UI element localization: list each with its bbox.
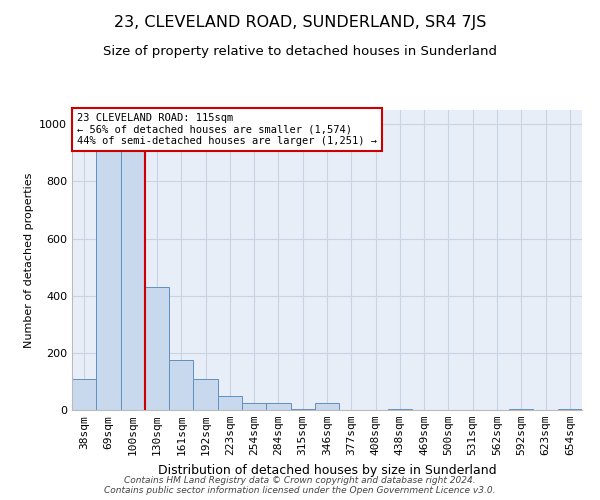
Bar	[242, 403, 266, 410]
Bar	[290, 408, 315, 410]
Bar	[121, 136, 145, 410]
Text: Contains HM Land Registry data © Crown copyright and database right 2024.
Contai: Contains HM Land Registry data © Crown c…	[104, 476, 496, 495]
Bar	[388, 408, 412, 410]
Bar	[145, 287, 169, 410]
Bar	[169, 360, 193, 410]
Bar	[96, 136, 121, 410]
Bar	[509, 408, 533, 410]
Bar	[558, 408, 582, 410]
Text: Size of property relative to detached houses in Sunderland: Size of property relative to detached ho…	[103, 45, 497, 58]
X-axis label: Distribution of detached houses by size in Sunderland: Distribution of detached houses by size …	[158, 464, 496, 476]
Bar	[72, 378, 96, 410]
Bar	[266, 403, 290, 410]
Bar	[218, 396, 242, 410]
Text: 23 CLEVELAND ROAD: 115sqm
← 56% of detached houses are smaller (1,574)
44% of se: 23 CLEVELAND ROAD: 115sqm ← 56% of detac…	[77, 113, 377, 146]
Y-axis label: Number of detached properties: Number of detached properties	[23, 172, 34, 348]
Bar	[193, 378, 218, 410]
Bar	[315, 403, 339, 410]
Text: 23, CLEVELAND ROAD, SUNDERLAND, SR4 7JS: 23, CLEVELAND ROAD, SUNDERLAND, SR4 7JS	[114, 15, 486, 30]
